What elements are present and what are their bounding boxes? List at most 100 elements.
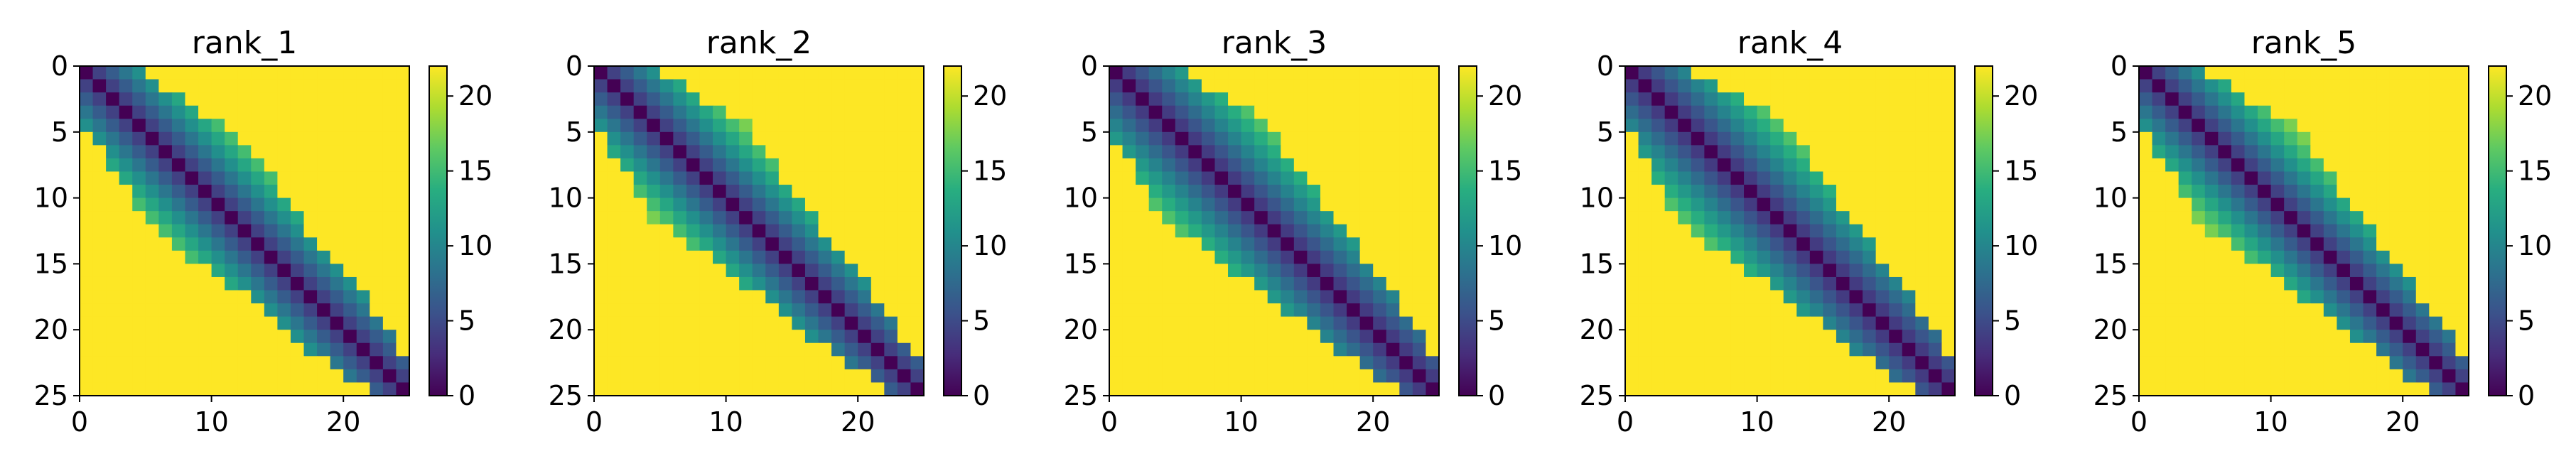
heatmap-cell xyxy=(211,369,225,384)
heatmap-cell xyxy=(1241,369,1255,384)
heatmap-cell xyxy=(2258,211,2272,225)
heatmap-cell xyxy=(1333,224,1347,238)
heatmap-cell xyxy=(198,250,212,264)
heatmap-cell xyxy=(1875,105,1890,119)
heatmap-cell xyxy=(2415,119,2430,133)
colorbar-tick-label: 20 xyxy=(458,80,492,112)
heatmap-cell xyxy=(2442,356,2457,370)
heatmap-cell xyxy=(871,237,885,251)
heatmap-cell xyxy=(1625,66,1639,80)
heatmap-cell xyxy=(752,197,766,212)
heatmap-cell xyxy=(1863,356,1877,370)
heatmap-cell xyxy=(1175,382,1189,396)
heatmap-cell xyxy=(171,250,186,264)
heatmap-cell xyxy=(1863,92,1877,107)
heatmap-cell xyxy=(844,119,858,133)
heatmap-cell xyxy=(1928,171,1943,185)
heatmap-cell xyxy=(330,131,344,146)
colorbar-tick-label: 5 xyxy=(2004,305,2021,337)
heatmap-cell xyxy=(647,158,661,173)
heatmap-cell xyxy=(290,369,305,384)
heatmap-cell xyxy=(844,158,858,173)
heatmap-cell xyxy=(370,316,384,330)
heatmap-cell xyxy=(2152,250,2166,264)
heatmap-cell xyxy=(225,145,239,159)
heatmap-cell xyxy=(2363,119,2377,133)
heatmap-cell xyxy=(1638,330,1652,344)
heatmap-cell xyxy=(818,145,832,159)
heatmap-cell xyxy=(1359,303,1374,318)
heatmap-cell xyxy=(145,237,159,251)
heatmap-cell xyxy=(1188,250,1202,264)
heatmap-cell xyxy=(1281,369,1295,384)
heatmap-cell xyxy=(277,92,291,107)
heatmap-cell xyxy=(1889,356,1903,370)
heatmap-cell xyxy=(1915,250,1929,264)
heatmap-cell xyxy=(620,369,635,384)
heatmap-cell xyxy=(1136,197,1150,212)
heatmap-cell xyxy=(225,382,239,396)
heatmap-cell xyxy=(1281,237,1295,251)
heatmap-cells xyxy=(594,66,925,396)
heatmap-cell xyxy=(264,369,278,384)
heatmap-cell xyxy=(1809,382,1823,396)
heatmap-cell xyxy=(699,92,713,107)
heatmap-cell xyxy=(1320,264,1335,278)
heatmap-cell xyxy=(106,316,120,330)
heatmap-cell xyxy=(396,211,410,225)
heatmap-cell xyxy=(804,356,819,370)
heatmap-cell xyxy=(607,171,621,185)
heatmap-cell xyxy=(1691,264,1705,278)
heatmap-cell xyxy=(1928,303,1943,318)
heatmap-cell xyxy=(330,356,344,370)
heatmap-cell xyxy=(237,197,252,212)
heatmap-cell xyxy=(1875,276,1890,291)
heatmap-cell xyxy=(2270,158,2285,173)
heatmap-cell xyxy=(396,145,410,159)
heatmap-cell xyxy=(2204,185,2219,199)
heatmap-cell xyxy=(1625,92,1639,107)
heatmap-cell xyxy=(1399,316,1413,330)
heatmap-cell xyxy=(2270,185,2285,199)
heatmap-cell xyxy=(884,158,898,173)
heatmap-cell xyxy=(119,211,133,225)
heatmap-cell xyxy=(185,224,199,238)
heatmap-cell xyxy=(343,131,357,146)
heatmap-cell xyxy=(1293,185,1308,199)
heatmap-cell xyxy=(818,211,832,225)
colorbar xyxy=(1458,65,1477,396)
heatmap-cell xyxy=(119,250,133,264)
heatmap-cell xyxy=(1809,290,1823,304)
heatmap-cell xyxy=(198,276,212,291)
heatmap-cell xyxy=(185,316,199,330)
heatmap-cell xyxy=(1849,316,1863,330)
heatmap-cell xyxy=(884,382,898,396)
heatmap-cell xyxy=(778,79,792,93)
heatmap-cell xyxy=(1320,330,1335,344)
heatmap-cell xyxy=(80,264,94,278)
heatmap-cell xyxy=(1902,356,1916,370)
heatmap-cell xyxy=(752,119,766,133)
heatmap-cell xyxy=(1889,224,1903,238)
heatmap-cell xyxy=(1796,66,1811,80)
heatmap-cell xyxy=(647,356,661,370)
heatmap-cell xyxy=(594,369,608,384)
heatmap-cell xyxy=(818,131,832,146)
heatmap-cell xyxy=(1136,131,1150,146)
heatmap-cell xyxy=(2442,382,2457,396)
heatmap-cell xyxy=(1941,211,1956,225)
heatmap-cell xyxy=(752,224,766,238)
heatmap-cell xyxy=(2323,119,2337,133)
heatmap-cell xyxy=(1228,250,1242,264)
heatmap-cell xyxy=(765,79,780,93)
heatmap-cell xyxy=(792,330,806,344)
heatmap-cell xyxy=(396,66,410,80)
heatmap-cell xyxy=(2376,369,2391,384)
heatmap-cell xyxy=(739,342,753,357)
heatmap-cell xyxy=(171,119,186,133)
heatmap-cell xyxy=(1320,211,1335,225)
heatmap-cell xyxy=(2244,342,2258,357)
heatmap-cell xyxy=(2323,276,2337,291)
heatmap-cell xyxy=(765,382,780,396)
heatmap-cell xyxy=(1307,92,1321,107)
